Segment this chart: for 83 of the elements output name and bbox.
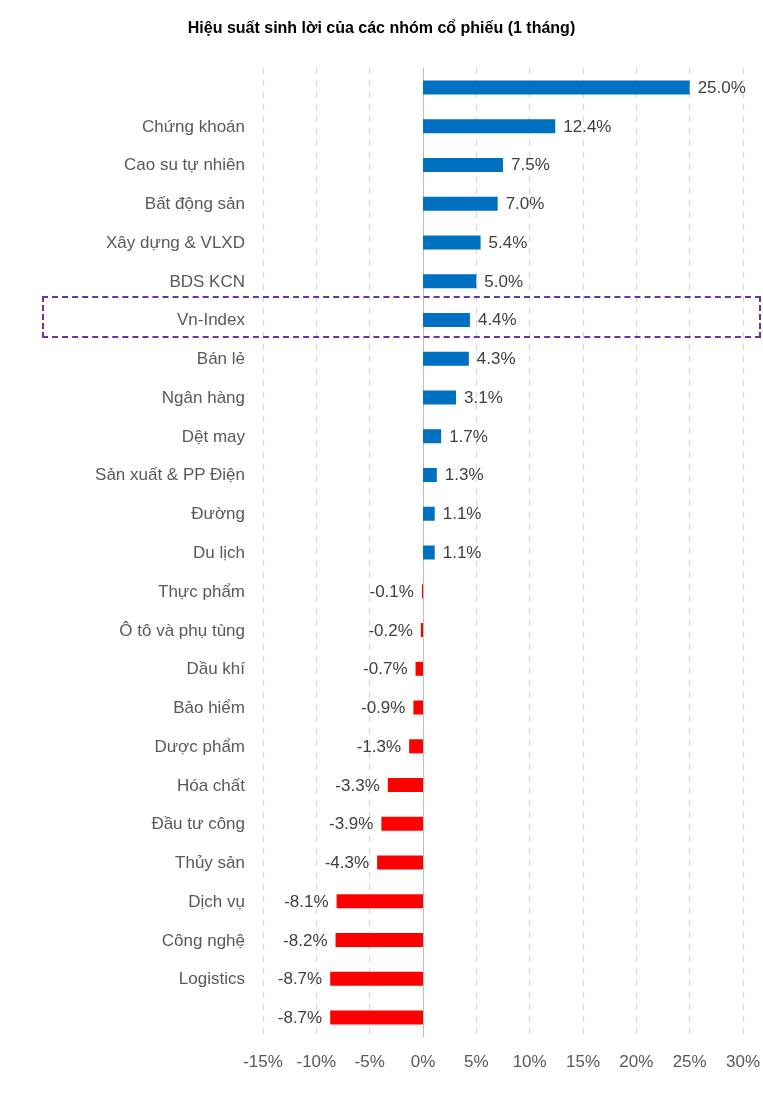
y-tick-label: Ô tô và phụ tùng bbox=[119, 620, 245, 640]
y-tick-label: Dịch vụ bbox=[188, 891, 245, 911]
bar bbox=[423, 196, 498, 211]
y-tick-label: Thực phẩm bbox=[158, 581, 245, 601]
data-label: 7.0% bbox=[505, 194, 545, 214]
data-label: 1.1% bbox=[442, 504, 482, 524]
data-label: -8.2% bbox=[283, 930, 328, 950]
y-tick-label: Vn-Index bbox=[176, 310, 246, 330]
bar bbox=[423, 429, 442, 444]
bar bbox=[423, 545, 435, 560]
y-tick-label: Đầu tư công bbox=[151, 814, 245, 834]
data-label: -0.9% bbox=[360, 698, 406, 718]
bar bbox=[423, 351, 469, 366]
data-label: 4.4% bbox=[477, 310, 517, 330]
data-label: 12.4% bbox=[563, 116, 612, 136]
bar bbox=[409, 739, 423, 754]
bar bbox=[413, 700, 423, 715]
x-tick-label: 5% bbox=[464, 1052, 489, 1071]
data-label: 1.7% bbox=[449, 426, 488, 446]
x-tick-label: 30% bbox=[725, 1052, 760, 1071]
data-label: -3.9% bbox=[328, 814, 374, 834]
bar bbox=[381, 816, 423, 831]
bar bbox=[423, 506, 435, 521]
data-label: 5.0% bbox=[484, 271, 524, 291]
data-label: -0.2% bbox=[368, 620, 413, 640]
x-tick-label: 0% bbox=[410, 1052, 436, 1071]
y-tick-label: Bất động sản bbox=[144, 194, 245, 214]
chart-title: Hiệu suất sinh lời của các nhóm cổ phiếu (1 tháng) bbox=[187, 18, 576, 36]
bar bbox=[423, 390, 457, 405]
data-label: 1.1% bbox=[442, 543, 482, 562]
data-label: -4.3% bbox=[324, 853, 370, 873]
bar bbox=[377, 855, 423, 870]
y-tick-label: BDS KCN bbox=[169, 271, 245, 291]
data-label: -8.1% bbox=[284, 891, 329, 911]
data-label: -8.7% bbox=[277, 1008, 323, 1028]
data-label: 1.3% bbox=[444, 465, 484, 485]
data-label: -0.7% bbox=[363, 659, 408, 679]
bar bbox=[330, 1010, 423, 1025]
y-tick-label: Sản xuất & PP Điện bbox=[95, 465, 245, 485]
y-tick-label: Công nghệ bbox=[161, 930, 245, 950]
y-tick-label: Bảo hiểm bbox=[173, 698, 245, 718]
x-tick-label: -10% bbox=[296, 1052, 337, 1071]
data-label: 25.0% bbox=[697, 77, 746, 97]
y-tick-label: Dầu khí bbox=[186, 659, 246, 679]
x-tick-label: -5% bbox=[354, 1052, 385, 1071]
y-tick-label: Dệt may bbox=[181, 426, 246, 446]
data-label: -8.7% bbox=[277, 969, 323, 989]
data-label: -0.1% bbox=[369, 581, 414, 601]
bar bbox=[330, 971, 423, 986]
bar bbox=[420, 623, 423, 638]
bar bbox=[423, 157, 503, 172]
y-tick-label: Cao su tự nhiên bbox=[123, 155, 245, 175]
y-tick-label: Chứng khoán bbox=[141, 116, 245, 136]
bar bbox=[423, 235, 481, 250]
y-tick-label: Xây dựng & VLXD bbox=[106, 232, 245, 252]
y-tick-label: Dược phẩm bbox=[154, 736, 245, 756]
bar bbox=[423, 312, 470, 327]
bar bbox=[423, 274, 477, 289]
data-label: 5.4% bbox=[488, 232, 528, 252]
y-tick-label: Logistics bbox=[178, 969, 245, 989]
data-label: 3.1% bbox=[464, 387, 503, 407]
bar bbox=[415, 661, 423, 676]
bar bbox=[335, 933, 423, 948]
y-tick-label: Đường bbox=[191, 504, 245, 524]
x-tick-label: 10% bbox=[512, 1052, 547, 1071]
bar bbox=[423, 80, 690, 95]
x-tick-label: 15% bbox=[565, 1052, 601, 1071]
y-tick-label: Hóa chất bbox=[176, 775, 246, 795]
y-tick-label: Du lịch bbox=[193, 543, 245, 562]
data-label: -3.3% bbox=[335, 775, 380, 795]
x-tick-label: -15% bbox=[243, 1052, 283, 1071]
y-tick-label: Thủy sản bbox=[175, 853, 245, 873]
y-tick-label: Ngân hàng bbox=[161, 387, 245, 407]
x-tick-label: 25% bbox=[672, 1052, 707, 1071]
bar bbox=[423, 467, 437, 482]
data-label: -1.3% bbox=[356, 736, 402, 756]
data-label: 7.5% bbox=[510, 155, 550, 175]
y-tick-label: Bán lẻ bbox=[196, 349, 245, 369]
bar bbox=[423, 119, 556, 134]
x-tick-label: 20% bbox=[619, 1052, 654, 1071]
bar bbox=[336, 894, 423, 909]
bar bbox=[387, 778, 423, 793]
data-label: 4.3% bbox=[476, 349, 516, 369]
